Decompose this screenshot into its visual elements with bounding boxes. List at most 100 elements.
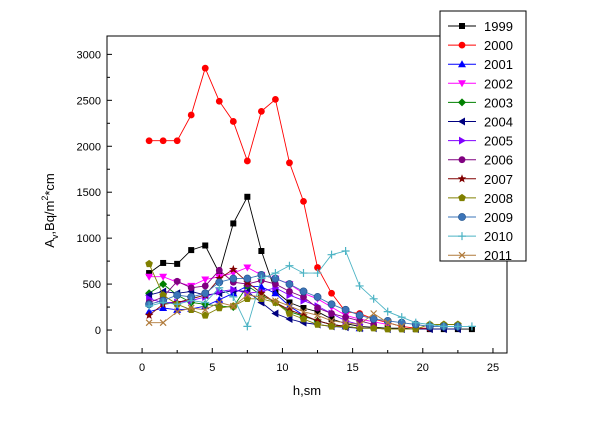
legend-marker	[458, 232, 466, 241]
legend-item: 2004	[448, 115, 513, 130]
data-point	[370, 310, 378, 317]
data-point	[243, 274, 252, 283]
data-point	[299, 269, 308, 278]
data-point	[314, 304, 321, 312]
data-point	[299, 310, 308, 319]
data-point	[398, 322, 406, 330]
legend-label: 2000	[484, 38, 513, 53]
data-point	[201, 282, 209, 290]
legend-item: 2011	[448, 248, 512, 263]
y-tick-label: 1500	[77, 187, 101, 199]
data-point	[257, 288, 266, 297]
legend-label: 2003	[484, 95, 513, 110]
legend-marker	[458, 156, 466, 164]
data-point	[327, 250, 336, 259]
data-point	[160, 259, 167, 266]
legend-marker	[458, 98, 466, 107]
data-point	[369, 294, 378, 303]
x-tick-label: 25	[487, 362, 499, 374]
legend-marker	[459, 23, 465, 29]
legend-marker	[458, 117, 465, 126]
data-point	[243, 157, 251, 165]
data-point	[173, 300, 182, 309]
data-point	[285, 309, 294, 317]
data-point	[327, 300, 336, 309]
data-point	[314, 308, 321, 315]
data-point	[159, 137, 167, 145]
x-tick-label: 15	[346, 362, 358, 374]
data-point	[173, 291, 182, 300]
data-point	[215, 97, 223, 105]
data-point	[341, 247, 350, 256]
data-point	[271, 297, 279, 305]
data-point	[243, 291, 251, 299]
data-point	[355, 281, 364, 290]
data-point	[285, 315, 293, 324]
y-tick-label: 0	[95, 325, 101, 337]
legend-item: 2001	[448, 57, 513, 72]
series-line	[148, 250, 472, 328]
data-point	[313, 269, 322, 278]
data-point	[425, 320, 434, 329]
legend-marker	[458, 193, 466, 202]
legend-label: 2002	[484, 76, 513, 91]
series-layer	[144, 64, 476, 334]
data-point	[467, 322, 476, 331]
data-point	[145, 319, 153, 327]
data-point	[215, 283, 224, 292]
y-tick-label: 2500	[77, 95, 101, 107]
data-point	[369, 324, 378, 332]
legend-item: 2005	[448, 134, 513, 149]
axes-layer: 0 5 10 15 20 25 0 500 1000 1500 2000 2500 3000	[77, 49, 500, 374]
data-point	[355, 311, 364, 320]
legend-label: 2001	[484, 57, 513, 72]
legend-marker	[458, 60, 466, 68]
series-2010	[145, 247, 476, 331]
data-point	[244, 289, 252, 298]
data-point	[187, 111, 195, 119]
data-point	[313, 293, 322, 301]
data-point	[257, 274, 266, 283]
data-point	[286, 288, 293, 295]
data-point	[230, 285, 238, 294]
legend-marker	[458, 213, 466, 221]
data-point	[159, 280, 168, 289]
legend-label: 2009	[484, 210, 513, 225]
series-line	[148, 287, 360, 325]
data-point	[328, 316, 335, 323]
data-point	[397, 313, 406, 322]
data-point	[300, 197, 307, 205]
data-point	[243, 322, 252, 331]
data-point	[286, 159, 293, 167]
data-point	[215, 266, 223, 274]
data-point	[328, 317, 335, 325]
data-point	[201, 289, 210, 298]
y-tick-label: 1000	[77, 233, 101, 245]
data-point	[299, 287, 308, 296]
data-point	[229, 118, 237, 125]
data-point	[384, 319, 392, 327]
y-axis-title: Av,Bq/m2*cm	[40, 173, 60, 248]
data-point	[173, 277, 181, 285]
data-point	[174, 260, 181, 267]
data-point	[187, 305, 196, 314]
data-point	[356, 321, 364, 328]
data-point	[159, 273, 168, 281]
data-point	[215, 299, 223, 306]
data-point	[201, 276, 210, 284]
data-point	[243, 264, 252, 272]
legend-marker	[457, 174, 467, 183]
data-point	[173, 137, 181, 145]
data-point	[159, 319, 167, 327]
data-point	[313, 320, 322, 328]
data-point	[173, 308, 181, 316]
legend-label: 2005	[484, 134, 513, 149]
data-point	[341, 305, 350, 314]
legend-marker	[458, 80, 466, 88]
data-point	[342, 313, 349, 321]
data-point	[145, 273, 154, 281]
data-point	[229, 274, 238, 283]
data-point	[229, 264, 238, 274]
data-point	[285, 305, 294, 314]
data-point	[328, 289, 335, 297]
